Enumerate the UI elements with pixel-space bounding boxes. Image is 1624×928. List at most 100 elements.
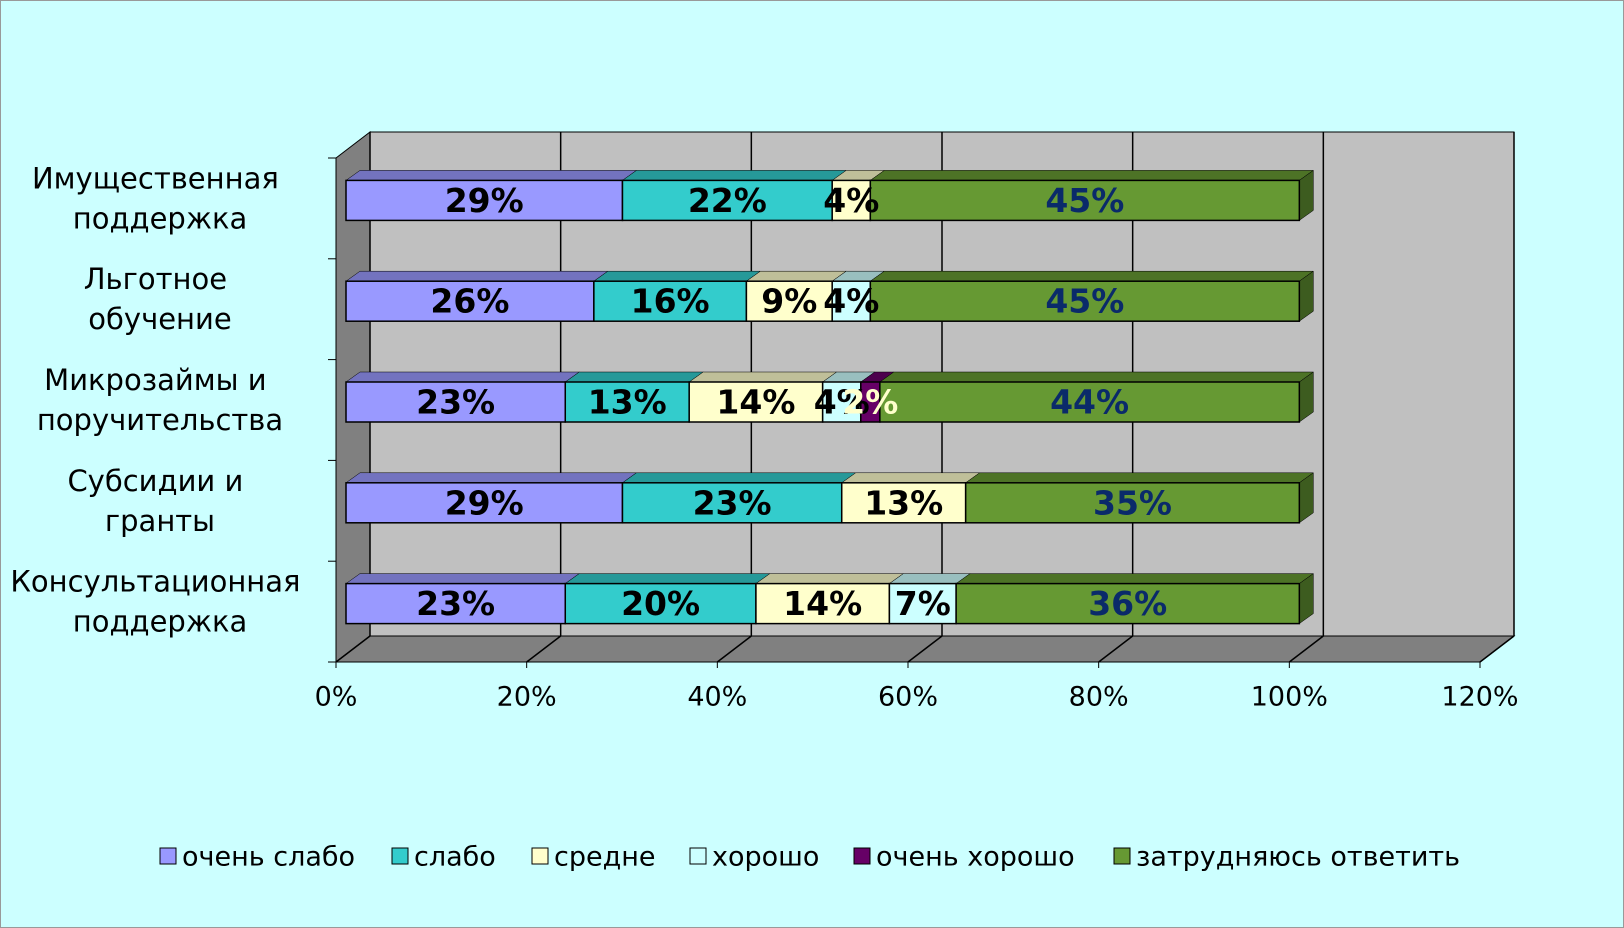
data-label: 23% xyxy=(416,383,495,422)
data-label: 13% xyxy=(588,383,667,422)
bar-segment xyxy=(840,472,981,524)
bar-front xyxy=(621,482,843,524)
bar-front xyxy=(831,280,872,322)
x-tick-label: 120% xyxy=(1441,682,1518,713)
bar-segment xyxy=(831,270,886,322)
bar-segment xyxy=(955,573,1315,625)
bar-front xyxy=(869,179,1301,222)
bar-segment xyxy=(869,169,1315,222)
data-label: 26% xyxy=(430,282,509,321)
floor-grid-line xyxy=(526,635,562,663)
x-tick-label: 0% xyxy=(315,682,358,713)
bar-front xyxy=(564,381,690,423)
bar-segment xyxy=(345,573,581,625)
y-tick-label: Консультационная поддержка xyxy=(10,565,309,639)
bar-segment xyxy=(621,472,857,524)
bar-front xyxy=(821,381,862,423)
bar-front xyxy=(964,482,1301,524)
bar-segment xyxy=(345,270,609,322)
legend-label: затрудняюсь ответить xyxy=(1136,842,1460,873)
bar-top xyxy=(621,472,857,484)
bar-front xyxy=(345,179,624,222)
floor-grid-line xyxy=(1479,635,1515,663)
floor-grid-line xyxy=(1098,635,1134,663)
bar-front xyxy=(879,381,1301,423)
y-tick-label: Льготное обучение xyxy=(84,262,237,336)
data-label: 4% xyxy=(823,282,879,321)
bar-front xyxy=(345,381,567,423)
bar-top xyxy=(564,573,771,584)
bar-segment xyxy=(564,371,704,423)
bar-segment xyxy=(821,371,876,423)
y-tick-label: Микрозаймы и поручительства xyxy=(37,363,283,437)
floor-grid-line xyxy=(335,635,371,663)
bar-front xyxy=(840,482,967,524)
legend-label: очень слабо xyxy=(182,842,355,873)
bar-segment xyxy=(755,573,905,625)
legend-label: хорошо xyxy=(712,842,819,873)
data-label: 16% xyxy=(631,282,710,321)
bar-top xyxy=(869,170,1315,181)
data-label: 44% xyxy=(1050,383,1129,422)
data-label: 23% xyxy=(693,483,772,522)
x-tick-label: 80% xyxy=(1069,682,1129,713)
legend-swatch xyxy=(531,847,549,865)
data-label: 2% xyxy=(842,383,898,422)
bar-front xyxy=(564,582,757,625)
y-tick-label: Имущественная поддержка xyxy=(32,161,288,235)
data-label: 35% xyxy=(1093,483,1172,522)
bar-top xyxy=(840,472,981,484)
bar-top xyxy=(345,573,581,584)
floor-grid-line xyxy=(907,635,943,663)
data-label: 9% xyxy=(761,282,817,321)
legend-swatch xyxy=(853,847,871,865)
legend-label: средне xyxy=(554,842,656,873)
bar-front xyxy=(755,582,891,625)
bar-top xyxy=(345,170,638,181)
bar-segment xyxy=(869,270,1315,322)
y-tick-label: Субсидии и гранты xyxy=(67,464,252,538)
bar-segment xyxy=(593,270,762,322)
bar-segment xyxy=(879,371,1315,423)
bar-segment xyxy=(964,472,1315,524)
bar-top xyxy=(688,371,838,383)
x-tick-label: 40% xyxy=(687,682,747,713)
bar-top xyxy=(345,371,581,383)
legend-swatch xyxy=(1113,847,1131,865)
bar-top xyxy=(593,270,762,282)
data-label: 36% xyxy=(1088,584,1167,623)
bar-front xyxy=(345,280,595,322)
data-label: 29% xyxy=(445,181,524,220)
bar-top xyxy=(621,170,847,181)
bar-top xyxy=(955,573,1315,584)
bar-front xyxy=(345,582,567,625)
data-label: 45% xyxy=(1045,181,1124,220)
data-label: 7% xyxy=(895,584,951,623)
bar-front xyxy=(593,280,748,322)
data-label: 13% xyxy=(864,483,943,522)
bar-front xyxy=(688,381,824,423)
data-label: 22% xyxy=(688,181,767,220)
floor-grid-line xyxy=(1288,635,1324,663)
bar-front xyxy=(831,179,872,222)
bar-segment xyxy=(831,170,886,222)
data-label: 4% xyxy=(814,383,870,422)
data-label: 45% xyxy=(1045,282,1124,321)
bar-front xyxy=(621,179,833,222)
bar-top xyxy=(869,270,1315,282)
data-label: 14% xyxy=(716,383,795,422)
bar-top xyxy=(879,371,1315,383)
bar-front xyxy=(955,582,1301,625)
x-tick-label: 60% xyxy=(878,682,938,713)
bar-segment xyxy=(345,170,638,222)
data-label: 14% xyxy=(783,584,862,623)
bar-segment xyxy=(345,472,638,524)
bar-segment xyxy=(688,371,838,423)
floor-grid-line xyxy=(716,635,752,663)
legend-swatch xyxy=(391,847,409,865)
bar-top xyxy=(345,270,609,282)
bar-front xyxy=(345,482,624,524)
x-tick-label: 20% xyxy=(497,682,557,713)
bar-top xyxy=(964,472,1315,484)
